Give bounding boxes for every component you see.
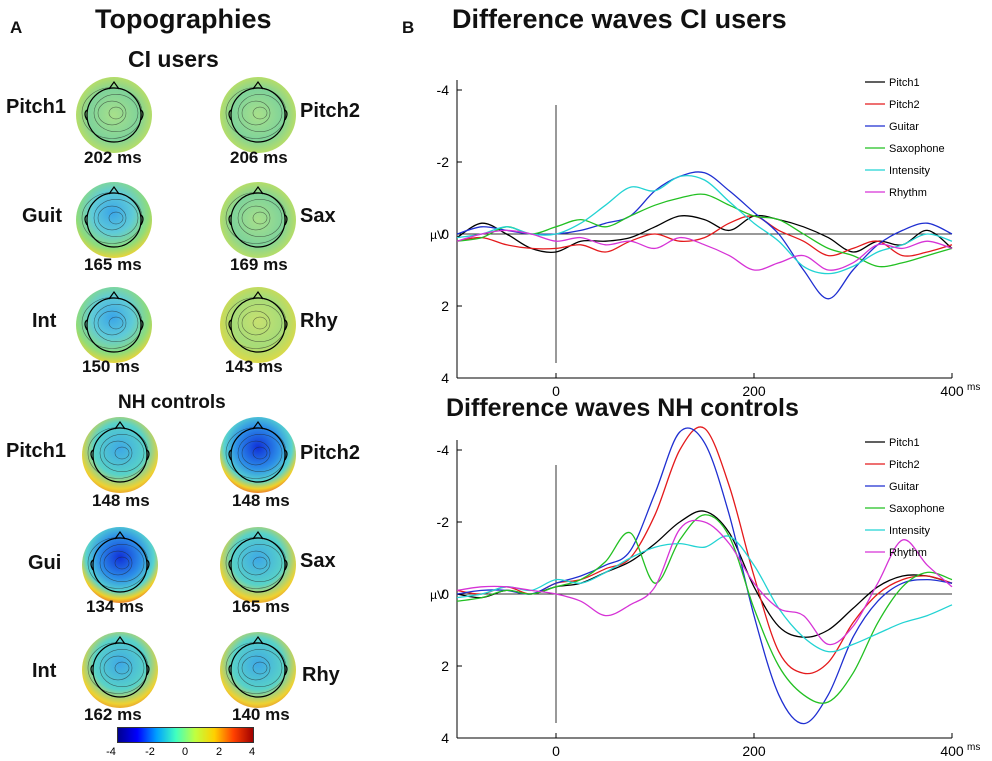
nh-ms-pitch1: 148 ms	[92, 491, 150, 510]
colorbar-tick-4: 4	[249, 746, 255, 758]
ci-series-intensity	[456, 174, 953, 275]
topomap-ci-pitch1	[76, 77, 152, 153]
ci-ytick-4: 4	[441, 370, 449, 386]
topomap-ci-rhy	[220, 287, 296, 363]
nh-ms-pitch2: 148 ms	[232, 491, 290, 510]
nh-series-intensity	[456, 535, 953, 653]
nh-ms-int: 162 ms	[84, 705, 142, 724]
ci-xtick-0: 0	[552, 383, 560, 399]
ci-ms-pitch2: 206 ms	[230, 148, 288, 167]
topomap-nh-gui	[82, 527, 158, 603]
colorbar-tick-0: -4	[106, 746, 116, 758]
chart1-title: Difference waves CI users	[452, 4, 787, 34]
topographies-title: Topographies	[95, 4, 272, 34]
nh-series-rhythm	[456, 519, 953, 646]
panel-b-letter: B	[402, 18, 415, 37]
colorbar-tick-2: 0	[182, 746, 188, 758]
nh-legend-label-pitch1: Pitch1	[889, 437, 920, 449]
nh-legend-label-guitar: Guitar	[889, 481, 919, 493]
ci-label-pitch1: Pitch1	[6, 96, 67, 118]
nh-label-gui: Gui	[28, 552, 62, 574]
colorbar-tick-3: 2	[216, 746, 222, 758]
ci-xlabel: ms	[967, 382, 980, 393]
nh-series-saxophone	[456, 514, 953, 704]
nh-label-pitch1: Pitch1	[6, 440, 67, 462]
nh-label-rhy: Rhy	[302, 664, 340, 686]
topomap-ci-sax	[220, 182, 296, 258]
topomap-nh-pitch2	[220, 417, 296, 493]
ci-label-rhy: Rhy	[300, 310, 338, 332]
ci-legend-label-rhythm: Rhythm	[889, 187, 927, 199]
topomap-nh-sax	[220, 527, 296, 603]
topomap-ci-int	[76, 287, 152, 363]
ci-series-guitar	[456, 171, 953, 300]
ci-legend-label-saxophone: Saxophone	[889, 143, 945, 155]
ci-ms-guit: 165 ms	[84, 255, 142, 274]
colorbar-tick-1: -2	[145, 746, 155, 758]
ci-ms-rhy: 143 ms	[225, 357, 283, 376]
nh-label-pitch2: Pitch2	[300, 442, 361, 464]
ci-legend-label-intensity: Intensity	[889, 165, 930, 177]
nh-ytick-3: 2	[441, 658, 449, 674]
ci-series-pitch1	[456, 214, 953, 254]
nh-xlabel: ms	[967, 742, 980, 753]
ci-label-pitch2: Pitch2	[300, 100, 361, 122]
nh-ytick-0: -4	[437, 442, 450, 458]
topomap-ci-guit	[76, 182, 152, 258]
ci-ms-sax: 169 ms	[230, 255, 288, 274]
ci-legend-label-pitch1: Pitch1	[889, 77, 920, 89]
topomap-nh-int	[82, 632, 158, 708]
nh-legend-label-intensity: Intensity	[889, 525, 930, 537]
ci-ms-int: 150 ms	[82, 357, 140, 376]
panel-a-letter: A	[10, 18, 23, 37]
topomap-ci-pitch2	[220, 77, 296, 153]
ci-ytick-0: -4	[437, 82, 450, 98]
nh-xtick-0: 0	[552, 743, 560, 759]
ci-label-int: Int	[32, 310, 57, 332]
colorbar	[117, 727, 254, 743]
ci-legend-label-guitar: Guitar	[889, 121, 919, 133]
nh-legend-label-pitch2: Pitch2	[889, 459, 920, 471]
ci-ms-pitch1: 202 ms	[84, 148, 142, 167]
topography-maps	[76, 77, 296, 708]
nh-label-sax: Sax	[300, 550, 336, 572]
nh-ms-gui: 134 ms	[86, 597, 144, 616]
ci-label-guit: Guit	[22, 205, 62, 227]
topomap-nh-pitch1	[82, 417, 158, 493]
ci-ylabel: µV	[430, 228, 445, 242]
ci-series-pitch2	[456, 215, 953, 257]
nh-ylabel: µV	[430, 588, 445, 602]
nh-controls-heading: NH controls	[118, 392, 226, 413]
ci-series-rhythm	[456, 229, 953, 271]
nh-series-guitar	[456, 427, 953, 725]
ci-legend-label-pitch2: Pitch2	[889, 99, 920, 111]
nh-legend-label-rhythm: Rhythm	[889, 547, 927, 559]
ci-series-saxophone	[456, 193, 953, 268]
ci-users-heading: CI users	[128, 46, 219, 72]
ci-label-sax: Sax	[300, 205, 336, 227]
ci-ytick-3: 2	[441, 298, 449, 314]
nh-ms-rhy: 140 ms	[232, 705, 290, 724]
nh-ms-sax: 165 ms	[232, 597, 290, 616]
nh-xtick-2: 400	[940, 743, 964, 759]
nh-ytick-2: 0	[441, 586, 449, 602]
ci-ytick-1: -2	[437, 154, 450, 170]
topomap-nh-rhy	[220, 632, 296, 708]
ci-ytick-2: 0	[441, 226, 449, 242]
chart2-title: Difference waves NH controls	[446, 394, 799, 422]
nh-xtick-1: 200	[742, 743, 766, 759]
ci-xtick-1: 200	[742, 383, 766, 399]
ci-xtick-2: 400	[940, 383, 964, 399]
nh-legend-label-saxophone: Saxophone	[889, 503, 945, 515]
nh-ytick-4: 4	[441, 730, 449, 746]
nh-ytick-1: -2	[437, 514, 450, 530]
colorbar-ticks: -4 -2 0 2 4	[106, 746, 255, 758]
nh-label-int: Int	[32, 660, 57, 682]
